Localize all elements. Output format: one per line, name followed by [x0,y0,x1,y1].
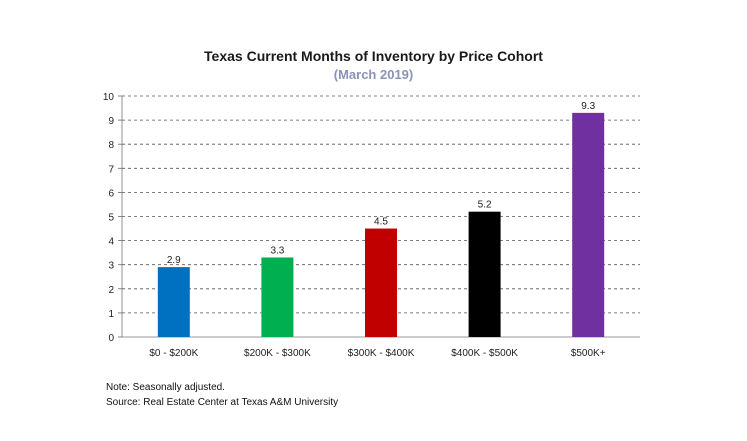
y-tick-label: 2 [108,285,114,296]
data-label: 2.9 [167,255,181,266]
category-label: $0 - $200K [149,348,198,359]
y-tick-label: 10 [103,92,115,103]
data-label: 9.3 [581,101,595,112]
category-label: $300K - $400K [348,348,415,359]
y-tick-label: 0 [108,333,114,344]
chart-subtitle: (March 2019) [333,67,414,82]
y-tick-label: 7 [108,164,114,175]
bar [468,211,501,337]
y-tick-label: 1 [108,309,114,320]
bar [365,228,397,337]
y-tick-label: 4 [108,237,114,248]
y-tick-label: 9 [108,116,114,127]
data-label: 5.2 [478,200,492,211]
bar [572,112,605,338]
category-label: $500K+ [571,348,606,359]
category-label: $200K - $300K [244,348,311,359]
y-tick-label: 8 [108,140,114,151]
y-tick-label: 6 [108,188,114,199]
source-text: Source: Real Estate Center at Texas A&M … [106,397,339,408]
y-tick-label: 3 [108,261,114,272]
bars [157,112,605,338]
chart-title: Texas Current Months of Inventory by Pri… [204,48,543,64]
category-label: $400K - $500K [451,348,518,359]
bar [261,257,294,337]
labels: 0 1 2 3 4 5 6 7 8 9 10 2.9 $0 - $200K 3.3 $200K - $300… [103,92,606,359]
data-label: 3.3 [270,245,284,256]
y-tick-label: 5 [108,213,114,224]
data-label: 4.5 [374,217,388,228]
bar [157,267,190,337]
note-text: Note: Seasonally adjusted. [106,382,225,393]
